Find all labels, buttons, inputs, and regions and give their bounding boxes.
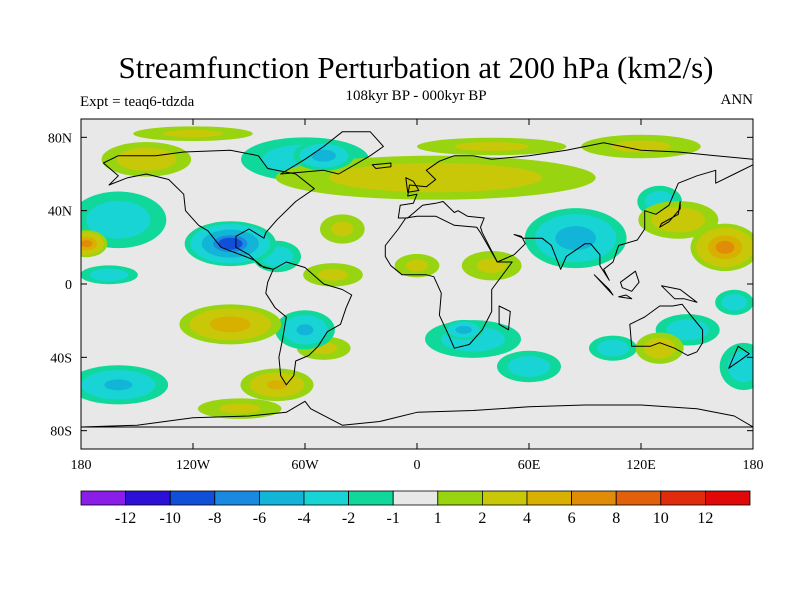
y-tick-label: 40N bbox=[48, 205, 72, 220]
colorbar-swatch bbox=[481, 490, 528, 506]
field-feature-4-level-1 bbox=[331, 221, 354, 237]
colorbar-swatch bbox=[303, 490, 349, 506]
colorbar-label: 8 bbox=[612, 510, 620, 527]
field-feature-32-level-3 bbox=[715, 240, 735, 254]
y-tick-label: 80N bbox=[48, 131, 72, 146]
field-feature-18-level-1 bbox=[507, 356, 551, 377]
coastline-0 bbox=[102, 149, 315, 270]
field-feature-2-level-1 bbox=[218, 403, 261, 414]
colorbar-label: -4 bbox=[297, 510, 310, 527]
coastline-2 bbox=[384, 215, 513, 349]
coastline-14 bbox=[728, 345, 750, 369]
field-feature-0-level-1 bbox=[163, 130, 223, 138]
colorbar-label: 12 bbox=[697, 510, 713, 527]
x-tick-label: 60E bbox=[518, 458, 541, 473]
field-feature-28-level-2 bbox=[209, 316, 251, 333]
colorbar-swatch bbox=[526, 490, 572, 506]
field-feature-19-level-1 bbox=[597, 339, 629, 357]
colorbar-swatch bbox=[615, 490, 662, 506]
coastline-4 bbox=[629, 303, 704, 356]
field-feature-23-level-1 bbox=[721, 293, 748, 311]
colorbar-swatch bbox=[169, 490, 216, 506]
field-feature-8-level-1 bbox=[476, 258, 507, 273]
field-feature-10-level-1 bbox=[116, 147, 177, 171]
colorbar-swatch bbox=[660, 490, 706, 506]
field-feature-3-level-1 bbox=[318, 268, 348, 281]
coastline-13 bbox=[661, 285, 698, 303]
field-feature-6-level-1 bbox=[611, 140, 671, 153]
colorbar-label: 10 bbox=[653, 510, 669, 527]
field-feature-29-level-2 bbox=[555, 226, 597, 251]
chart-title: Streamfunction Perturbation at 200 hPa (… bbox=[118, 50, 714, 85]
field-feature-5-level-1 bbox=[454, 142, 529, 151]
coastline-12 bbox=[620, 270, 640, 292]
colorbar-label: -6 bbox=[253, 510, 266, 527]
season-label: ANN bbox=[720, 92, 754, 108]
colorbar: -12 -10 -8 -6 -4 -2 -1 1 2 4 6 8 10 12 bbox=[80, 490, 751, 527]
colorbar-swatch bbox=[348, 490, 394, 506]
field-feature-11-level-1 bbox=[86, 200, 151, 239]
coastline-1 bbox=[265, 261, 353, 386]
coastline-3 bbox=[397, 142, 753, 281]
colorbar-swatch bbox=[392, 490, 439, 506]
coastlines bbox=[81, 131, 753, 428]
colorbar-label: 6 bbox=[568, 510, 576, 527]
field-feature-25-level-2 bbox=[104, 379, 133, 391]
x-tick-label: 180 bbox=[71, 458, 92, 473]
field-feature-7-level-1 bbox=[405, 259, 429, 272]
colorbar-swatch bbox=[80, 490, 126, 506]
field-feature-27-level-2 bbox=[311, 149, 336, 162]
colorbar-label: 1 bbox=[434, 510, 442, 527]
field-feature-24-level-2 bbox=[296, 324, 314, 336]
colorbar-label: -12 bbox=[115, 510, 136, 527]
experiment-label: Expt = teaq6-tdzda bbox=[80, 94, 195, 110]
coastline-10 bbox=[593, 274, 614, 296]
colorbar-label: 4 bbox=[523, 510, 531, 527]
coastline-6 bbox=[81, 400, 753, 428]
field-feature-14-level-1 bbox=[329, 163, 543, 193]
y-tick-label: 40S bbox=[50, 351, 72, 366]
field-feature-30-level-2 bbox=[455, 325, 472, 334]
coastline-8 bbox=[498, 305, 511, 331]
colorbar-label: -2 bbox=[342, 510, 355, 527]
chart-subtitle: 108kyr BP - 000kyr BP bbox=[345, 88, 487, 104]
colorbar-swatch bbox=[258, 490, 305, 506]
colorbar-label: -8 bbox=[208, 510, 221, 527]
colorbar-swatch bbox=[214, 490, 260, 506]
field-feature-31-level-3 bbox=[81, 240, 93, 248]
field-feature-16-level-1 bbox=[651, 207, 705, 233]
coastline-11 bbox=[618, 294, 633, 300]
y-tick-label: 0 bbox=[65, 278, 72, 293]
field-feature-22-level-1 bbox=[727, 350, 753, 383]
colorbar-label: -10 bbox=[160, 510, 181, 527]
colorbar-label: -1 bbox=[387, 510, 400, 527]
x-tick-label: 60W bbox=[291, 458, 319, 473]
coastline-9 bbox=[659, 201, 681, 228]
x-tick-label: 180 bbox=[743, 458, 764, 473]
axes: 180 120W 60W 0 60E 120E 180 80N 40N 0 40S 80S bbox=[48, 119, 764, 473]
colorbar-swatch bbox=[705, 490, 751, 506]
colorbar-label: 2 bbox=[478, 510, 486, 527]
colorbar-swatch bbox=[125, 490, 171, 506]
y-tick-label: 80S bbox=[50, 425, 72, 440]
x-tick-label: 120E bbox=[626, 458, 656, 473]
coastline-15 bbox=[371, 162, 392, 169]
coastline-5 bbox=[280, 131, 384, 175]
field-feature-21-level-1 bbox=[643, 337, 676, 359]
field-feature-13-level-1 bbox=[89, 268, 129, 282]
x-tick-label: 120W bbox=[176, 458, 211, 473]
x-tick-label: 0 bbox=[414, 458, 421, 473]
field-feature-26-level-2 bbox=[266, 380, 288, 390]
colorbar-swatch bbox=[437, 490, 483, 506]
colorbar-swatch bbox=[571, 490, 617, 506]
coastline-7 bbox=[405, 177, 420, 193]
